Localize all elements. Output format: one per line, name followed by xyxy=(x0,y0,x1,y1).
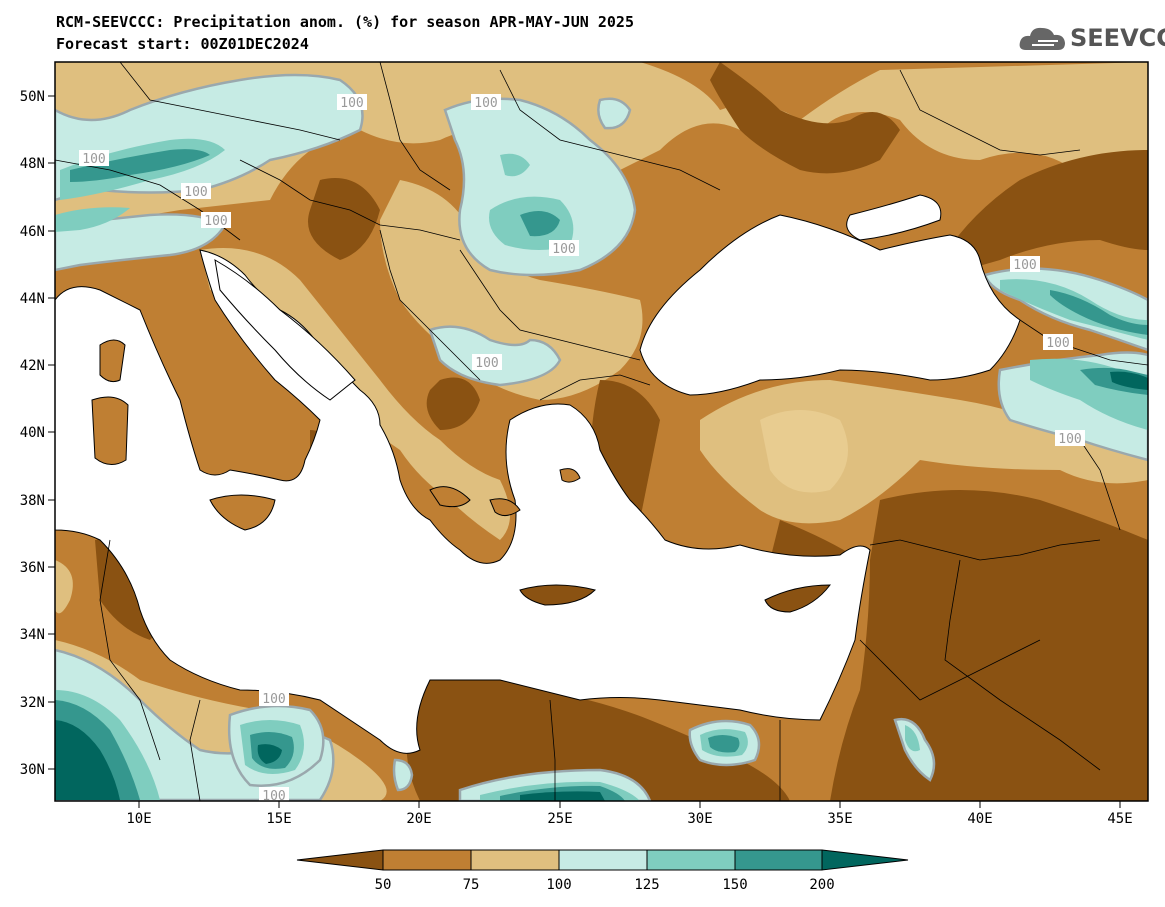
svg-text:40N: 40N xyxy=(20,425,45,441)
anomaly-field: 100 100 100 100 100 100 100 100 100 100 … xyxy=(55,62,1148,804)
contour-label: 100 xyxy=(1043,334,1073,351)
contour-label: 100 xyxy=(259,690,289,707)
svg-text:15E: 15E xyxy=(266,811,291,827)
islands xyxy=(91,339,832,613)
svg-text:30N: 30N xyxy=(20,762,45,778)
svg-text:100: 100 xyxy=(184,185,207,200)
colorbar-above-200 xyxy=(821,849,909,871)
seevccc-logo: SEEVCCC xyxy=(1018,22,1165,56)
colorbar-labels: 50 75 100 125 150 200 xyxy=(375,877,835,893)
svg-text:100: 100 xyxy=(1046,336,1069,351)
colorbar-below-50 xyxy=(296,849,384,871)
svg-text:100: 100 xyxy=(1058,432,1081,447)
svg-text:100: 100 xyxy=(552,242,575,257)
lon-tick: 35E xyxy=(827,801,853,827)
colorbar-50-75 xyxy=(382,849,472,871)
colorbar xyxy=(296,849,909,871)
colorbar-label: 200 xyxy=(809,877,834,893)
svg-text:25E: 25E xyxy=(547,811,572,827)
colorbar-label: 150 xyxy=(722,877,747,893)
svg-text:10E: 10E xyxy=(126,811,151,827)
contour-label: 100 xyxy=(79,150,109,167)
colorbar-125-150 xyxy=(646,849,736,871)
colorbar-75-100 xyxy=(470,849,560,871)
svg-text:32N: 32N xyxy=(20,695,45,711)
contour-label: 100 xyxy=(337,94,367,111)
lon-tick: 25E xyxy=(547,801,573,827)
colorbar-label: 50 xyxy=(375,877,392,893)
colorbar-label: 75 xyxy=(463,877,480,893)
colorbar-150-200 xyxy=(734,849,823,871)
svg-text:40E: 40E xyxy=(967,811,992,827)
svg-text:50N: 50N xyxy=(20,89,45,105)
svg-text:100: 100 xyxy=(1013,258,1036,273)
cloud-icon xyxy=(1019,27,1065,50)
colorbar-label: 125 xyxy=(634,877,659,893)
contour-labels: 100 100 100 100 100 100 100 100 100 100 … xyxy=(79,94,1085,804)
lat-tick: 36N xyxy=(20,560,55,576)
lat-tick: 50N xyxy=(20,89,55,105)
lat-tick: 48N xyxy=(20,156,55,172)
longitude-axis: 10E 15E 20E 25E 30E 35E 40E 45E xyxy=(126,801,1133,827)
forecast-start-subtitle: Forecast start: 00Z01DEC2024 xyxy=(56,35,309,53)
colorbar-label: 100 xyxy=(546,877,571,893)
fill-above-200 xyxy=(55,371,1148,801)
svg-text:100: 100 xyxy=(82,152,105,167)
colorbar-100-125 xyxy=(558,849,648,871)
svg-text:100: 100 xyxy=(262,789,285,804)
contour-label: 100 xyxy=(1055,430,1085,447)
lat-tick: 46N xyxy=(20,224,55,240)
svg-text:100: 100 xyxy=(204,214,227,229)
lon-tick: 10E xyxy=(126,801,152,827)
svg-text:34N: 34N xyxy=(20,627,45,643)
lat-tick: 32N xyxy=(20,695,55,711)
lon-tick: 30E xyxy=(687,801,713,827)
contour-label: 100 xyxy=(549,240,579,257)
lat-tick: 42N xyxy=(20,358,55,374)
svg-text:46N: 46N xyxy=(20,224,45,240)
sea-mask xyxy=(55,194,1021,754)
lat-tick: 44N xyxy=(20,291,55,307)
contour-label: 100 xyxy=(1010,256,1040,273)
lon-tick: 15E xyxy=(266,801,292,827)
latitude-axis: 50N 48N 46N 44N 42N 40N 38N 36N 34N 32N … xyxy=(20,89,55,778)
svg-text:48N: 48N xyxy=(20,156,45,172)
lon-tick: 45E xyxy=(1107,801,1133,827)
lat-tick: 38N xyxy=(20,493,55,509)
svg-text:100: 100 xyxy=(262,692,285,707)
lon-tick: 40E xyxy=(967,801,993,827)
contour-label: 100 xyxy=(201,212,231,229)
lat-tick: 30N xyxy=(20,762,55,778)
svg-text:35E: 35E xyxy=(827,811,852,827)
svg-text:100: 100 xyxy=(475,356,498,371)
svg-text:30E: 30E xyxy=(687,811,712,827)
logo-text: SEEVCCC xyxy=(1070,24,1165,52)
svg-text:44N: 44N xyxy=(20,291,45,307)
lon-tick: 20E xyxy=(406,801,432,827)
svg-text:38N: 38N xyxy=(20,493,45,509)
svg-text:20E: 20E xyxy=(406,811,431,827)
svg-text:100: 100 xyxy=(474,96,497,111)
chart-title: RCM-SEEVCCC: Precipitation anom. (%) for… xyxy=(56,13,634,31)
lat-tick: 40N xyxy=(20,425,55,441)
lat-tick: 34N xyxy=(20,627,55,643)
svg-text:45E: 45E xyxy=(1107,811,1132,827)
contour-label: 100 xyxy=(471,94,501,111)
country-borders xyxy=(55,62,1148,801)
svg-text:100: 100 xyxy=(340,96,363,111)
svg-text:36N: 36N xyxy=(20,560,45,576)
svg-text:42N: 42N xyxy=(20,358,45,374)
contour-label: 100 xyxy=(181,183,211,200)
contour-label: 100 xyxy=(472,354,502,371)
contour-label: 100 xyxy=(259,787,289,804)
